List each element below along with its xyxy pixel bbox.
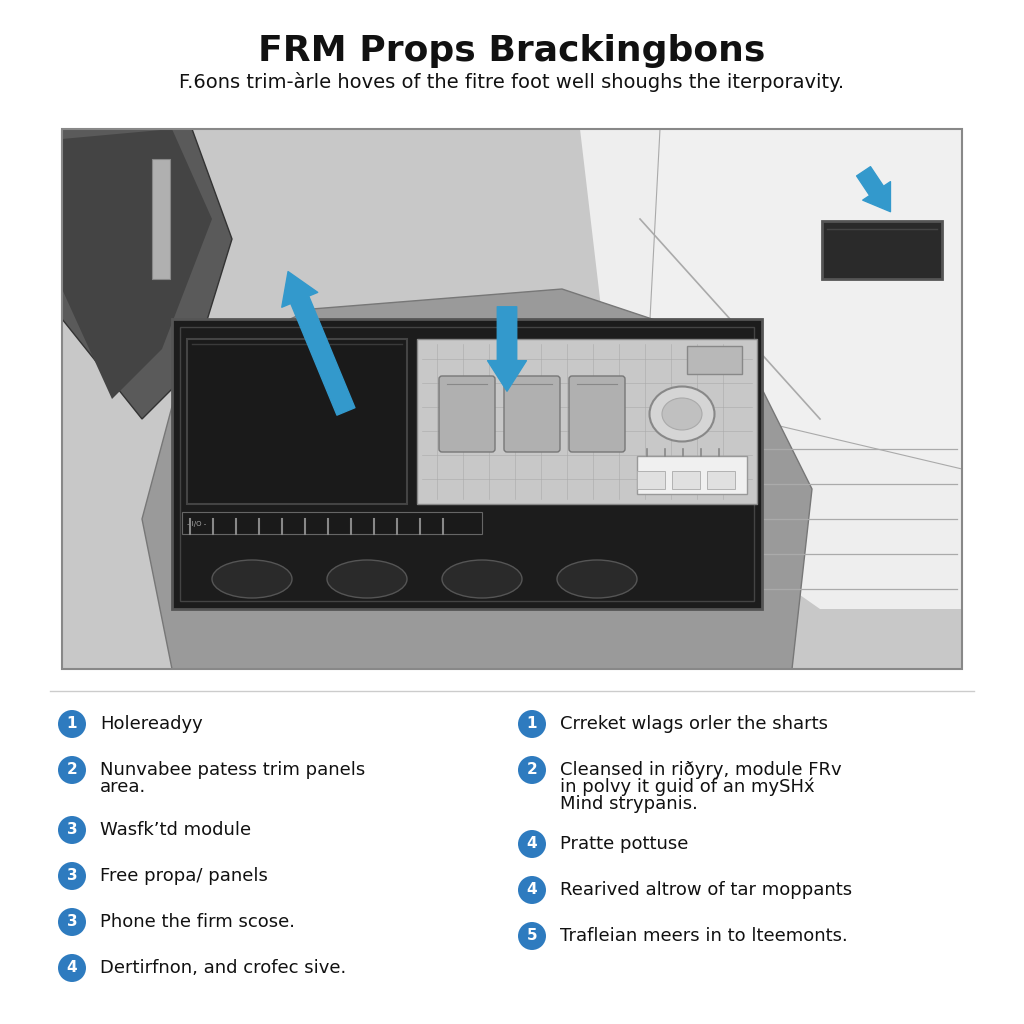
Circle shape [58, 862, 86, 890]
FancyArrowPatch shape [487, 307, 526, 391]
Circle shape [518, 830, 546, 858]
Polygon shape [62, 129, 232, 419]
Text: 1: 1 [526, 717, 538, 731]
Ellipse shape [662, 398, 702, 430]
Text: Holereadyy: Holereadyy [100, 715, 203, 733]
Ellipse shape [327, 560, 407, 598]
Bar [417, 339, 757, 504]
Text: Wasfk’td module: Wasfk’td module [100, 821, 251, 839]
Bar [637, 456, 746, 494]
Text: 2: 2 [526, 763, 538, 777]
Text: Dertirfnon, and crofec sive.: Dertirfnon, and crofec sive. [100, 959, 346, 977]
Text: FRM Props Brackingbons: FRM Props Brackingbons [258, 34, 766, 68]
Text: 4: 4 [67, 961, 78, 976]
Bar [62, 129, 962, 669]
Text: 3: 3 [67, 822, 78, 838]
Circle shape [58, 908, 86, 936]
FancyBboxPatch shape [439, 376, 495, 452]
Text: 3: 3 [67, 914, 78, 930]
Text: Rearived altrow of tar moppants: Rearived altrow of tar moppants [560, 881, 852, 899]
Ellipse shape [212, 560, 292, 598]
Circle shape [518, 876, 546, 904]
FancyArrowPatch shape [857, 167, 891, 212]
Bar [707, 471, 735, 489]
Circle shape [518, 756, 546, 784]
Text: Trafleian meers in to lteemonts.: Trafleian meers in to lteemonts. [560, 927, 848, 945]
Bar [822, 221, 942, 279]
Bar [180, 327, 754, 601]
Text: 3: 3 [67, 868, 78, 884]
Text: F.6ons trim-àrle hoves of the fitre foot well shoughs the iterporavity.: F.6ons trim-àrle hoves of the fitre foot… [179, 72, 845, 92]
Text: Cleansed in riðyry, module FRv: Cleansed in riðyry, module FRv [560, 761, 842, 779]
Polygon shape [580, 129, 962, 609]
Text: 2: 2 [67, 763, 78, 777]
Polygon shape [142, 289, 812, 669]
Polygon shape [62, 129, 212, 399]
Bar [172, 319, 762, 609]
Bar [152, 159, 170, 279]
Text: Crreket wlags orler the sharts: Crreket wlags orler the sharts [560, 715, 828, 733]
Text: Pratte pottuse: Pratte pottuse [560, 835, 688, 853]
Text: 5: 5 [526, 929, 538, 943]
Text: Nunvabee patess trim panels: Nunvabee patess trim panels [100, 761, 366, 779]
Text: 4: 4 [526, 837, 538, 852]
Text: Free propa/ panels: Free propa/ panels [100, 867, 268, 885]
Ellipse shape [649, 386, 715, 441]
Text: Mind strypanis.: Mind strypanis. [560, 795, 698, 813]
Text: - I/O -: - I/O - [187, 521, 206, 527]
Polygon shape [650, 129, 962, 469]
Circle shape [58, 954, 86, 982]
Circle shape [58, 710, 86, 738]
Text: area.: area. [100, 778, 146, 796]
Circle shape [518, 922, 546, 950]
Circle shape [518, 710, 546, 738]
Text: Phone the firm scose.: Phone the firm scose. [100, 913, 295, 931]
Bar [62, 129, 962, 669]
FancyBboxPatch shape [504, 376, 560, 452]
Ellipse shape [557, 560, 637, 598]
Bar [182, 512, 482, 534]
Bar [187, 339, 407, 504]
Text: 1: 1 [67, 717, 77, 731]
Circle shape [58, 756, 86, 784]
Bar [672, 471, 700, 489]
Bar [687, 346, 742, 374]
Ellipse shape [442, 560, 522, 598]
Text: in polvy it guid of an mySHx́: in polvy it guid of an mySHx́ [560, 778, 815, 797]
FancyArrowPatch shape [282, 271, 355, 415]
FancyBboxPatch shape [569, 376, 625, 452]
Circle shape [58, 816, 86, 844]
Text: 4: 4 [526, 883, 538, 897]
Bar [637, 471, 665, 489]
